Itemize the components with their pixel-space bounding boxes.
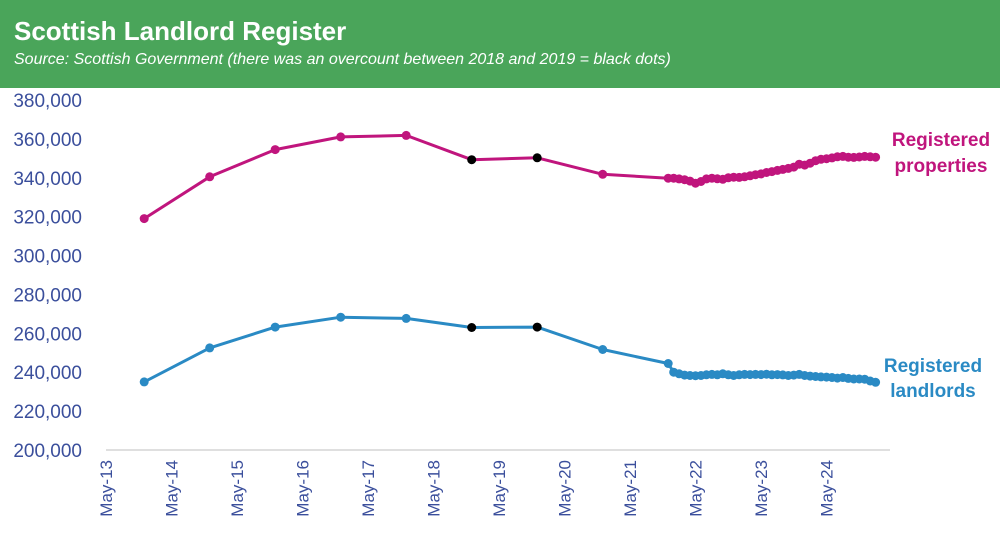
x-tick-label: May-14 bbox=[163, 460, 182, 517]
landlords-point bbox=[336, 312, 346, 322]
properties-point bbox=[270, 145, 280, 155]
properties-point bbox=[205, 172, 215, 182]
y-tick-label: 360,000 bbox=[13, 130, 82, 151]
y-tick-label: 280,000 bbox=[13, 285, 82, 306]
chart-title: Scottish Landlord Register bbox=[14, 16, 347, 46]
chart-header: Scottish Landlord Register Source: Scott… bbox=[0, 0, 1000, 88]
x-tick-label: May-19 bbox=[490, 460, 509, 517]
landlords-point bbox=[139, 377, 149, 387]
properties-series-label: Registered properties bbox=[892, 130, 990, 177]
x-tick-label: May-24 bbox=[818, 460, 837, 517]
landlords-point bbox=[871, 377, 881, 387]
x-tick-label: May-16 bbox=[294, 460, 313, 517]
overcount-point bbox=[532, 322, 542, 332]
landlords-point bbox=[663, 359, 673, 368]
overcount-point bbox=[467, 323, 477, 332]
landlords-series-label: Registered landlords bbox=[884, 356, 982, 402]
landlords-point bbox=[205, 343, 215, 353]
overcount-point bbox=[532, 153, 542, 163]
properties-point bbox=[336, 132, 346, 142]
y-tick-label: 300,000 bbox=[13, 247, 82, 268]
x-tick-label: May-23 bbox=[752, 460, 771, 517]
x-tick-label: May-20 bbox=[556, 460, 575, 517]
landlords-point bbox=[270, 322, 280, 332]
chart-subtitle: Source: Scottish Government (there was a… bbox=[14, 51, 671, 68]
y-tick-label: 200,000 bbox=[13, 441, 82, 462]
y-tick-label: 260,000 bbox=[13, 324, 82, 345]
properties-point bbox=[598, 169, 608, 179]
properties-point bbox=[139, 214, 149, 224]
x-tick-label: May-22 bbox=[687, 460, 706, 517]
landlords-point bbox=[598, 345, 608, 354]
landlords-point bbox=[401, 313, 411, 323]
properties-point bbox=[871, 152, 881, 162]
x-tick-label: May-15 bbox=[228, 460, 247, 517]
overcount-point bbox=[467, 155, 477, 165]
y-tick-label: 380,000 bbox=[13, 91, 82, 112]
y-tick-label: 240,000 bbox=[13, 363, 82, 384]
properties-point bbox=[401, 130, 411, 140]
y-tick-label: 220,000 bbox=[13, 402, 82, 423]
x-tick-label: May-17 bbox=[359, 460, 378, 517]
y-tick-label: 340,000 bbox=[13, 169, 82, 190]
x-tick-label: May-13 bbox=[97, 460, 116, 517]
properties-line bbox=[143, 133, 876, 220]
x-tick-label: May-18 bbox=[425, 460, 444, 517]
x-tick-label: May-21 bbox=[621, 460, 640, 517]
y-tick-label: 320,000 bbox=[13, 208, 82, 229]
